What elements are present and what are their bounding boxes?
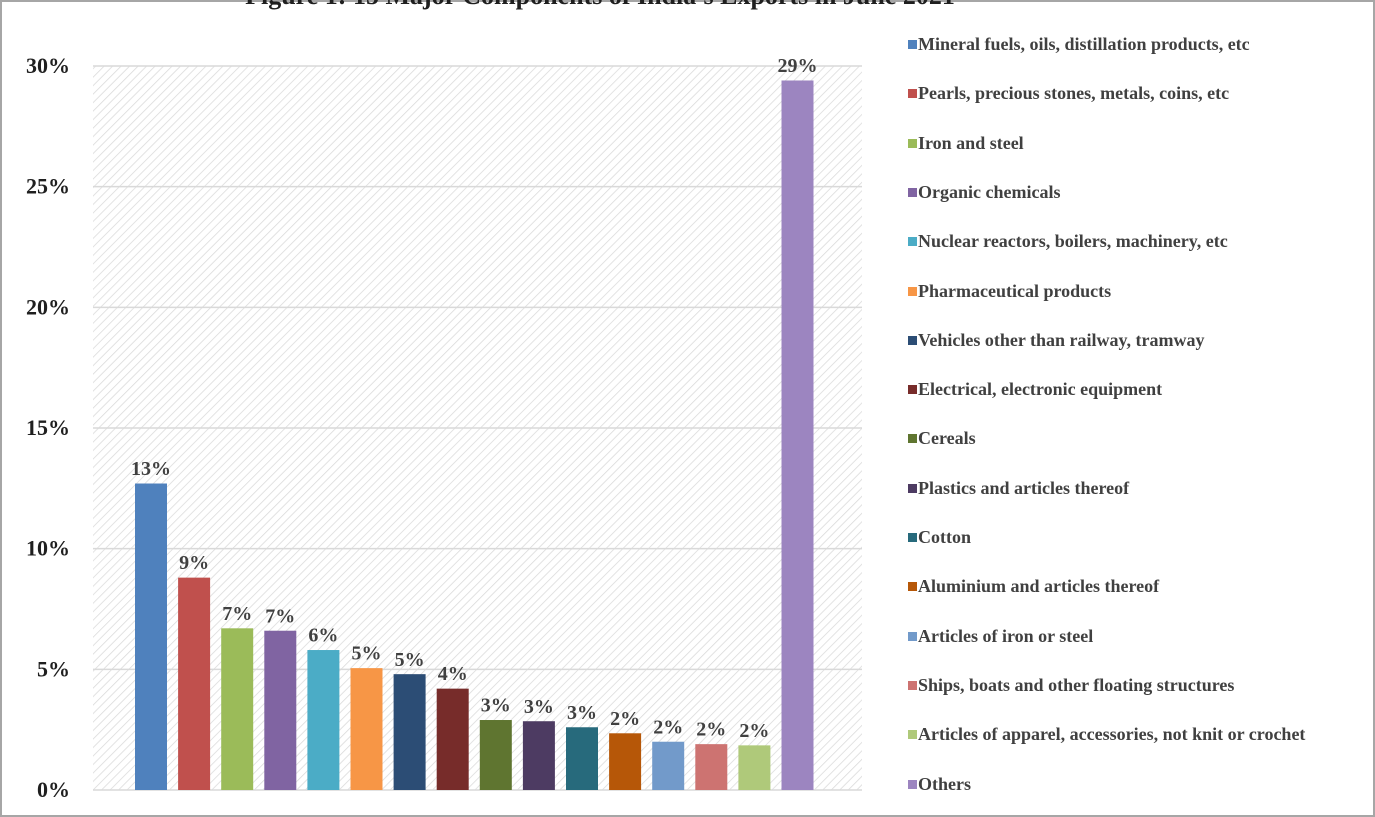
data-label: 5% xyxy=(395,649,425,671)
legend-label: Pearls, precious stones, metals, coins, … xyxy=(918,83,1230,104)
legend-label: Mineral fuels, oils, distillation produc… xyxy=(918,34,1250,54)
legend-swatch xyxy=(908,483,917,493)
legend-label: Aluminium and articles thereof xyxy=(918,576,1160,597)
legend-item: Organic chemicals xyxy=(908,181,1358,202)
bar xyxy=(652,741,685,790)
bar xyxy=(566,727,598,790)
bar xyxy=(695,744,728,790)
legend-swatch xyxy=(908,385,917,395)
data-label: 5% xyxy=(352,643,382,665)
data-label: 3% xyxy=(481,695,511,717)
bar xyxy=(221,628,254,790)
legend-item: Cotton xyxy=(908,527,1358,547)
legend-swatch xyxy=(908,631,917,641)
legend-swatch xyxy=(908,237,917,247)
legend-swatch xyxy=(908,40,917,49)
data-label: 3% xyxy=(567,702,597,724)
data-label: 2% xyxy=(739,720,769,742)
data-label: 2% xyxy=(610,708,640,730)
legend-swatch xyxy=(908,533,917,542)
data-label: 7% xyxy=(222,603,252,625)
y-tick-label: 15% xyxy=(26,415,70,440)
legend-item: Nuclear reactors, boilers, machinery, et… xyxy=(908,231,1358,252)
y-tick-label: 20% xyxy=(26,294,70,319)
y-tick-label: 0% xyxy=(37,777,70,802)
data-label: 2% xyxy=(696,719,726,741)
legend-label: Plastics and articles thereof xyxy=(918,477,1130,498)
legend-label: Organic chemicals xyxy=(918,181,1061,202)
legend-label: Iron and steel xyxy=(918,132,1024,153)
legend-item: Aluminium and articles thereof xyxy=(908,576,1358,597)
data-label: 13% xyxy=(131,458,171,480)
legend-label: Electrical, electronic equipment xyxy=(918,379,1163,400)
bar xyxy=(522,721,555,790)
legend-swatch xyxy=(908,582,917,592)
legend-label: Pharmaceutical products xyxy=(918,280,1112,301)
bar xyxy=(479,720,512,790)
data-label: 3% xyxy=(524,696,554,718)
data-label: 6% xyxy=(308,625,338,647)
legend-swatch xyxy=(908,89,917,99)
legend-item: Ships, boats and other floating structur… xyxy=(908,674,1358,695)
bar xyxy=(738,745,771,790)
legend-swatch xyxy=(908,286,917,296)
legend-item: Cereals xyxy=(908,428,1358,449)
legend-swatch xyxy=(908,779,917,789)
legend-swatch xyxy=(908,730,917,740)
data-label: 29% xyxy=(778,55,818,77)
legend-item: Electrical, electronic equipment xyxy=(908,379,1358,400)
bar xyxy=(307,650,340,790)
legend-label: Articles of apparel, accessories, not kn… xyxy=(918,724,1306,745)
bar xyxy=(609,733,642,790)
bar xyxy=(350,668,383,790)
data-label: 4% xyxy=(438,663,468,685)
legend-label: Articles of iron or steel xyxy=(918,625,1094,646)
legend-label: Nuclear reactors, boilers, machinery, et… xyxy=(918,231,1228,252)
y-tick-label: 5% xyxy=(37,656,70,681)
legend-label: Others xyxy=(918,773,971,794)
legend-item: Mineral fuels, oils, distillation produc… xyxy=(908,34,1358,54)
legend-label: Ships, boats and other floating structur… xyxy=(918,674,1235,695)
y-tick-label: 30% xyxy=(26,53,70,78)
bar xyxy=(264,630,297,790)
legend-swatch xyxy=(908,138,917,148)
legend-item: Articles of apparel, accessories, not kn… xyxy=(908,724,1358,745)
data-label: 2% xyxy=(653,716,683,738)
legend-swatch xyxy=(908,335,917,345)
legend-swatch xyxy=(908,434,917,444)
legend-item: Others xyxy=(908,774,1348,794)
bar xyxy=(393,674,426,790)
legend-label: Cotton xyxy=(918,527,971,547)
legend-item: Pharmaceutical products xyxy=(908,280,1358,301)
legend-item: Pearls, precious stones, metals, coins, … xyxy=(908,83,1358,104)
legend-swatch xyxy=(908,187,917,197)
data-label: 7% xyxy=(265,605,295,627)
bar xyxy=(178,577,211,790)
legend-label: Vehicles other than railway, tramway xyxy=(918,329,1205,350)
bar xyxy=(781,80,814,791)
y-tick-label: 25% xyxy=(26,174,70,199)
bar xyxy=(436,688,469,790)
legend-item: Iron and steel xyxy=(908,132,1358,153)
data-label: 9% xyxy=(179,552,209,574)
legend-label: Cereals xyxy=(918,428,976,449)
legend-item: Articles of iron or steel xyxy=(908,625,1358,646)
bar xyxy=(135,483,167,790)
legend-item: Vehicles other than railway, tramway xyxy=(908,329,1358,350)
chart-title: Figure 1: 15 Major Components of India's… xyxy=(245,0,955,10)
legend-swatch xyxy=(908,680,917,690)
legend-item: Plastics and articles thereof xyxy=(908,477,1358,498)
y-tick-label: 10% xyxy=(26,536,70,561)
